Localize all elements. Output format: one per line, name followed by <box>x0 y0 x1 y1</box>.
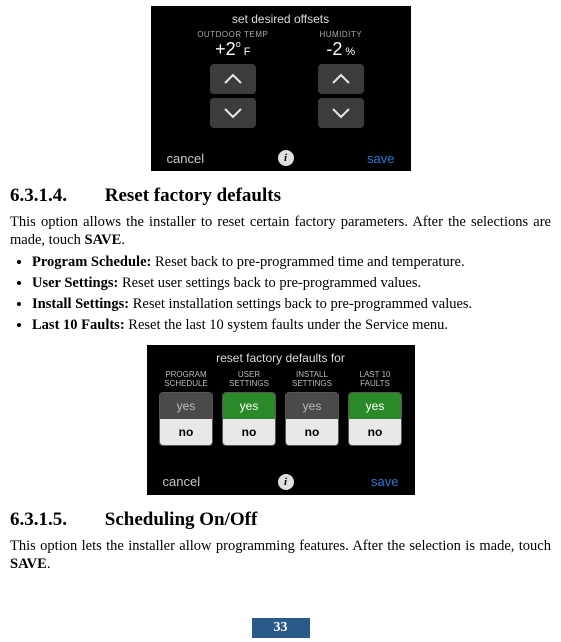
screen-body: OUTDOOR TEMP +2oF HUMIDITY <box>151 30 411 146</box>
humidity-down-button[interactable] <box>318 98 364 128</box>
value-number: -2 <box>326 39 342 59</box>
bullet-lead: Install Settings: <box>32 296 129 312</box>
value-number: +2 <box>215 39 236 59</box>
column-label: OUTDOOR TEMP <box>197 30 268 39</box>
temp-up-button[interactable] <box>210 64 256 94</box>
program-schedule-column: PROGRAMSCHEDULE yes no <box>158 371 214 470</box>
label-line2: SETTINGS <box>292 379 332 388</box>
manual-page: set desired offsets OUTDOOR TEMP +2oF <box>0 6 561 642</box>
outdoor-temp-column: OUTDOOR TEMP +2oF <box>197 30 268 146</box>
reset-intro-paragraph: This option allows the installer to rese… <box>10 213 551 249</box>
last-10-faults-column: LAST 10FAULTS yes no <box>347 371 403 470</box>
save-word: SAVE <box>10 556 47 572</box>
label-line1: LAST 10 <box>360 370 391 379</box>
humidity-up-button[interactable] <box>318 64 364 94</box>
label-line2: FAULTS <box>360 379 390 388</box>
temp-down-button[interactable] <box>210 98 256 128</box>
list-item: Last 10 Faults: Reset the last 10 system… <box>32 316 551 335</box>
label-line1: INSTALL <box>296 370 328 379</box>
bullet-lead: Program Schedule: <box>32 254 151 270</box>
list-item: User Settings: Reset user settings back … <box>32 274 551 293</box>
column-label: INSTALLSETTINGS <box>292 371 332 389</box>
offsets-screenshot: set desired offsets OUTDOOR TEMP +2oF <box>151 6 411 171</box>
list-item: Install Settings: Reset installation set… <box>32 295 551 314</box>
label-line1: PROGRAM <box>165 370 206 379</box>
humidity-column: HUMIDITY -2% <box>318 30 364 146</box>
bullet-rest: Reset user settings back to pre-programm… <box>118 275 421 291</box>
toggle-segment[interactable]: yes no <box>159 392 213 446</box>
page-number: 33 <box>252 618 310 638</box>
section-title: Scheduling On/Off <box>105 509 258 530</box>
screen-title: reset factory defaults for <box>147 345 415 369</box>
toggle-segment[interactable]: yes no <box>348 392 402 446</box>
save-button[interactable]: save <box>371 474 398 489</box>
column-label: LAST 10FAULTS <box>360 371 391 389</box>
cancel-button[interactable]: cancel <box>167 151 205 166</box>
toggle-segment[interactable]: yes no <box>285 392 339 446</box>
label-line2: SETTINGS <box>229 379 269 388</box>
screen-body: PROGRAMSCHEDULE yes no USERSETTINGS yes … <box>147 369 415 470</box>
screen-footer: cancel i save <box>147 470 415 495</box>
install-settings-column: INSTALLSETTINGS yes no <box>284 371 340 470</box>
toggle-segment[interactable]: yes no <box>222 392 276 446</box>
unit-percent: % <box>345 46 355 58</box>
bullet-rest: Reset installation settings back to pre-… <box>129 296 472 312</box>
screen-title: set desired offsets <box>151 6 411 30</box>
info-icon[interactable]: i <box>278 150 294 166</box>
save-button[interactable]: save <box>367 151 394 166</box>
no-option[interactable]: no <box>223 419 275 445</box>
intro-tail: . <box>47 556 51 572</box>
section-number: 6.3.1.5. <box>10 509 100 531</box>
column-label: PROGRAMSCHEDULE <box>164 371 208 389</box>
intro-text: This option lets the installer allow pro… <box>10 538 551 554</box>
bullet-rest: Reset the last 10 system faults under th… <box>125 317 448 333</box>
reset-defaults-screenshot: reset factory defaults for PROGRAMSCHEDU… <box>147 345 415 495</box>
unit-f: F <box>244 46 251 58</box>
label-line1: USER <box>238 370 260 379</box>
bullet-lead: User Settings: <box>32 275 118 291</box>
section-number: 6.3.1.4. <box>10 185 100 207</box>
yes-option[interactable]: yes <box>223 393 275 419</box>
section-heading-scheduling: 6.3.1.5. Scheduling On/Off <box>10 509 551 531</box>
no-option[interactable]: no <box>160 419 212 445</box>
user-settings-column: USERSETTINGS yes no <box>221 371 277 470</box>
list-item: Program Schedule: Reset back to pre-prog… <box>32 253 551 272</box>
cancel-button[interactable]: cancel <box>163 474 201 489</box>
chevron-down-icon <box>223 107 243 119</box>
chevron-up-icon <box>331 73 351 85</box>
yes-option[interactable]: yes <box>286 393 338 419</box>
column-label: USERSETTINGS <box>229 371 269 389</box>
chevron-down-icon <box>331 107 351 119</box>
chevron-up-icon <box>223 73 243 85</box>
bullet-lead: Last 10 Faults: <box>32 317 125 333</box>
no-option[interactable]: no <box>349 419 401 445</box>
intro-tail: . <box>121 232 125 248</box>
reset-bullet-list: Program Schedule: Reset back to pre-prog… <box>10 253 551 334</box>
column-label: HUMIDITY <box>319 30 362 39</box>
save-word: SAVE <box>85 232 122 248</box>
outdoor-temp-value: +2oF <box>215 40 250 58</box>
scheduling-intro-paragraph: This option lets the installer allow pro… <box>10 537 551 573</box>
section-heading-reset: 6.3.1.4. Reset factory defaults <box>10 185 551 207</box>
label-line2: SCHEDULE <box>164 379 208 388</box>
section-title: Reset factory defaults <box>105 185 281 206</box>
yes-option[interactable]: yes <box>349 393 401 419</box>
bullet-rest: Reset back to pre-programmed time and te… <box>151 254 464 270</box>
screen-footer: cancel i save <box>151 146 411 171</box>
no-option[interactable]: no <box>286 419 338 445</box>
info-icon[interactable]: i <box>278 474 294 490</box>
yes-option[interactable]: yes <box>160 393 212 419</box>
degree-unit: o <box>236 39 241 49</box>
humidity-value: -2% <box>326 40 355 58</box>
